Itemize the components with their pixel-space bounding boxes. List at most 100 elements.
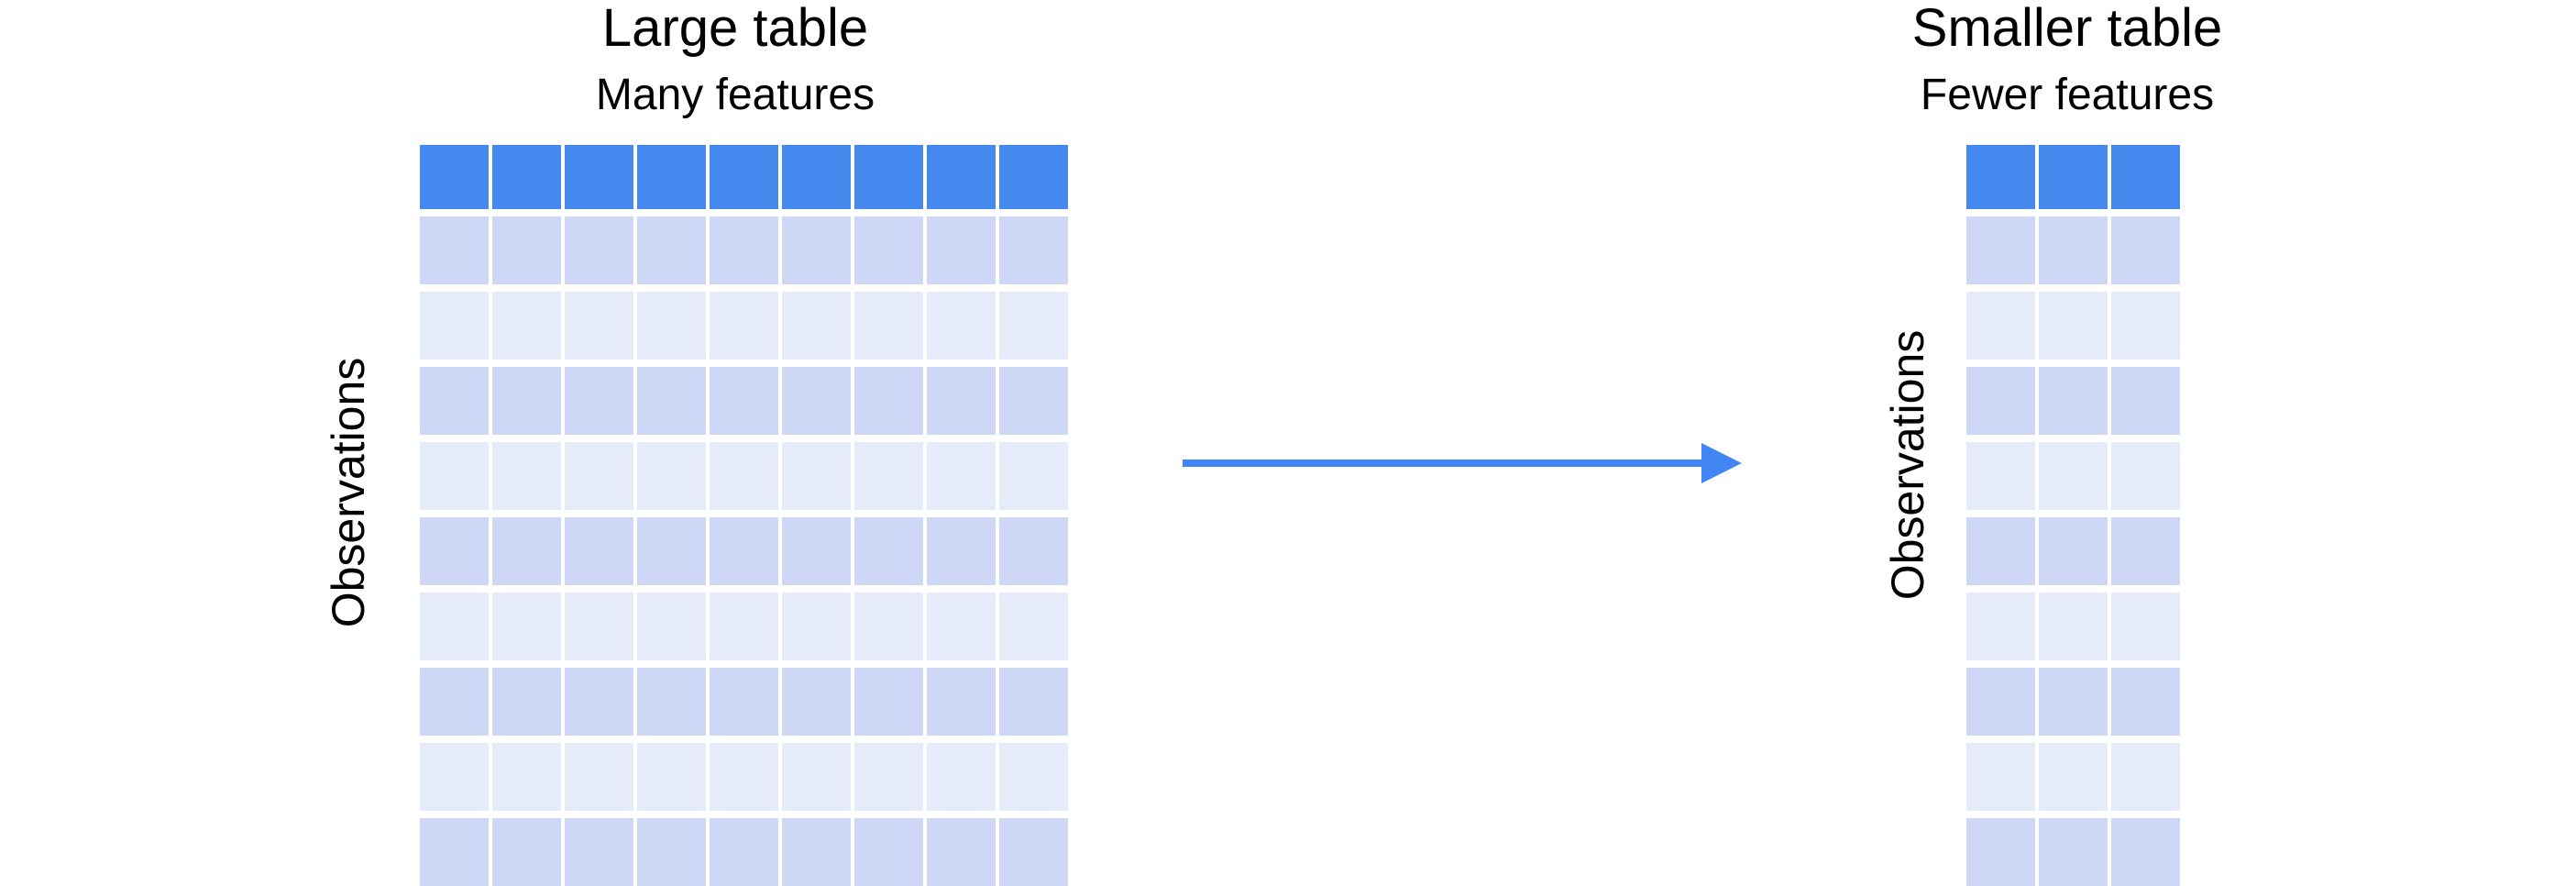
large-table-title: Large table bbox=[601, 0, 869, 58]
large-table-row-cell bbox=[637, 442, 706, 510]
large-table-header-cell bbox=[854, 145, 923, 209]
large-table-row-cell bbox=[782, 668, 851, 736]
smaller-table-row-cell bbox=[2039, 367, 2108, 435]
large-table-row-cell bbox=[710, 442, 778, 510]
large-table-row-cell bbox=[492, 442, 561, 510]
smaller-table-row-cell bbox=[2111, 818, 2180, 886]
large-table-row-cell bbox=[710, 216, 778, 284]
large-table-row-cell bbox=[782, 517, 851, 585]
smaller-table-row-cell bbox=[2111, 442, 2180, 510]
smaller-table-row-cell bbox=[2111, 292, 2180, 360]
smaller-table-row-cell bbox=[1966, 367, 2035, 435]
smaller-table-row-cell bbox=[2039, 517, 2108, 585]
large-table-row-cell bbox=[927, 292, 996, 360]
smaller-table-row-cell bbox=[2111, 743, 2180, 811]
large-table-row-cell bbox=[782, 216, 851, 284]
large-table-row-cell bbox=[999, 593, 1068, 660]
large-table-header-cell bbox=[927, 145, 996, 209]
large-table-row-cell bbox=[492, 668, 561, 736]
large-table-row-cell bbox=[927, 743, 996, 811]
large-table-row-cell bbox=[565, 593, 633, 660]
smaller-table-row-cell bbox=[2111, 668, 2180, 736]
large-table-row-cell bbox=[637, 292, 706, 360]
smaller-table-row-cell bbox=[1966, 442, 2035, 510]
large-table-row-cell bbox=[710, 743, 778, 811]
large-table-row-cell bbox=[637, 216, 706, 284]
large-table-row-cell bbox=[420, 367, 489, 435]
large-table-row-cell bbox=[782, 367, 851, 435]
large-table-row-cell bbox=[927, 367, 996, 435]
smaller-table-row-cell bbox=[1966, 818, 2035, 886]
large-table-observations-label: Observations bbox=[323, 357, 374, 628]
right-arrow-icon bbox=[1183, 443, 1742, 483]
large-table-row-cell bbox=[420, 216, 489, 284]
large-table-row-cell bbox=[782, 442, 851, 510]
large-table-header-cell bbox=[999, 145, 1068, 209]
large-table-row-cell bbox=[927, 593, 996, 660]
large-table-row-cell bbox=[999, 216, 1068, 284]
large-table-header-cell bbox=[782, 145, 851, 209]
large-table-row-cell bbox=[854, 668, 923, 736]
large-table-row-cell bbox=[492, 292, 561, 360]
smaller-table-row-cell bbox=[2039, 216, 2108, 284]
large-table-row-cell bbox=[710, 292, 778, 360]
large-table-row-cell bbox=[565, 367, 633, 435]
large-table-row-cell bbox=[637, 818, 706, 886]
large-table-row-cell bbox=[782, 818, 851, 886]
smaller-table-row-cell bbox=[1966, 517, 2035, 585]
smaller-table-row-cell bbox=[2111, 517, 2180, 585]
smaller-table-row-cell bbox=[2111, 593, 2180, 660]
large-table-row-cell bbox=[927, 442, 996, 510]
smaller-table-row-cell bbox=[1966, 216, 2035, 284]
large-table-row-cell bbox=[637, 743, 706, 811]
large-table-row-cell bbox=[565, 292, 633, 360]
large-table-row-cell bbox=[420, 442, 489, 510]
large-table-row-cell bbox=[637, 593, 706, 660]
large-table-row-cell bbox=[710, 517, 778, 585]
smaller-table-grid bbox=[1966, 145, 2180, 886]
large-table-row-cell bbox=[710, 593, 778, 660]
large-table-row-cell bbox=[492, 216, 561, 284]
smaller-table-title: Smaller table bbox=[1911, 0, 2223, 58]
large-table-row-cell bbox=[999, 292, 1068, 360]
large-table-row-cell bbox=[927, 216, 996, 284]
smaller-table-row-cell bbox=[2111, 216, 2180, 284]
large-table-row-cell bbox=[999, 743, 1068, 811]
large-table-row-cell bbox=[492, 593, 561, 660]
large-table-row-cell bbox=[420, 517, 489, 585]
large-table-row-cell bbox=[782, 593, 851, 660]
large-table-row-cell bbox=[637, 668, 706, 736]
large-table-row-cell bbox=[710, 818, 778, 886]
large-table-row-cell bbox=[854, 517, 923, 585]
large-table-row-cell bbox=[492, 517, 561, 585]
large-table-row-cell bbox=[854, 743, 923, 811]
smaller-table-header-cell bbox=[1966, 145, 2035, 209]
large-table-row-cell bbox=[420, 668, 489, 736]
large-table-row-cell bbox=[927, 517, 996, 585]
large-table-row-cell bbox=[999, 367, 1068, 435]
smaller-table-row-cell bbox=[2039, 593, 2108, 660]
large-table-row-cell bbox=[927, 668, 996, 736]
smaller-table-subtitle: Fewer features bbox=[1920, 71, 2215, 119]
large-table-row-cell bbox=[420, 593, 489, 660]
large-table-row-cell bbox=[999, 442, 1068, 510]
large-table-subtitle: Many features bbox=[595, 71, 875, 119]
smaller-table-row-cell bbox=[2111, 367, 2180, 435]
smaller-table-header-cell bbox=[2111, 145, 2180, 209]
large-table-row-cell bbox=[854, 367, 923, 435]
large-table-header-cell bbox=[710, 145, 778, 209]
smaller-table-observations-label: Observations bbox=[1882, 329, 1933, 601]
large-table-row-cell bbox=[999, 668, 1068, 736]
large-table-row-cell bbox=[854, 292, 923, 360]
smaller-table-row-cell bbox=[2039, 743, 2108, 811]
large-table-row-cell bbox=[420, 292, 489, 360]
large-table-grid bbox=[420, 145, 1068, 886]
large-table-row-cell bbox=[565, 442, 633, 510]
smaller-table-header-cell bbox=[2039, 145, 2108, 209]
large-table-row-cell bbox=[782, 292, 851, 360]
large-table-row-cell bbox=[492, 818, 561, 886]
smaller-table-row-cell bbox=[1966, 668, 2035, 736]
large-table-row-cell bbox=[999, 517, 1068, 585]
large-table-row-cell bbox=[710, 668, 778, 736]
large-table-row-cell bbox=[420, 818, 489, 886]
